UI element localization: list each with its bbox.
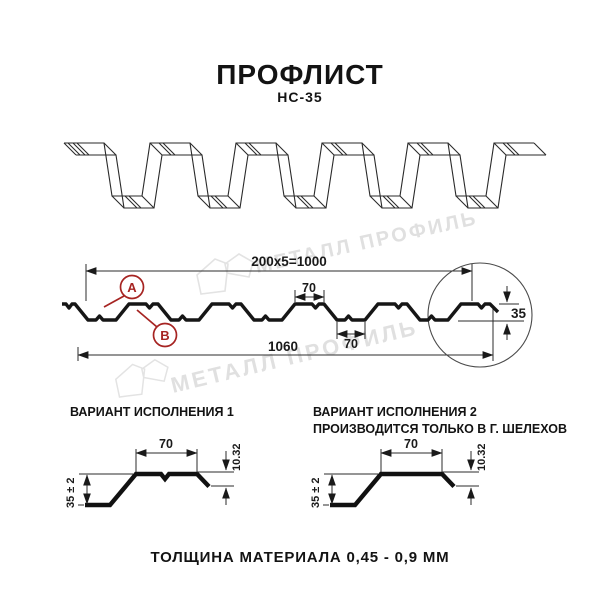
page-title: ПРОФЛИСТ <box>216 59 383 90</box>
callout-b-circle <box>152 322 178 348</box>
variant-2-profile-line <box>330 471 456 508</box>
callout-a-label: А <box>127 280 137 295</box>
variant-2-subtitle: ПРОИЗВОДИТСЯ ТОЛЬКО В Г. ШЕЛЕХОВ <box>313 422 567 436</box>
profile-cross-section-line <box>62 302 500 322</box>
dim-label-top-flange: 70 <box>302 281 316 295</box>
brand-text-watermark-2: МЕТАЛЛ ПРОФИЛЬ <box>168 314 420 397</box>
dim-label-variant1-height: 35 ± 2 <box>65 477 77 508</box>
dim-label-overall-width: 1060 <box>268 339 298 354</box>
brand-logo-watermark-1 <box>196 253 254 295</box>
variant-2-section: ВАРИАНТ ИСПОЛНЕНИЯ 2 ПРОИЗВОДИТСЯ ТОЛЬКО… <box>310 405 567 508</box>
dim-label-height: 35 <box>511 306 527 321</box>
dim-label-variant2-width: 70 <box>404 437 418 451</box>
dim-label-variant1-width: 70 <box>159 437 173 451</box>
dim-label-variant1-lip: 10.32 <box>231 443 243 471</box>
profile-model-subtitle: НС-35 <box>277 89 322 105</box>
variant-2-title: ВАРИАНТ ИСПОЛНЕНИЯ 2 <box>313 405 477 419</box>
callout-b-label: В <box>160 328 169 343</box>
callout-a-circle <box>119 274 145 300</box>
variant-1-section: ВАРИАНТ ИСПОЛНЕНИЯ 1 70 10.32 35 ± 2 <box>65 405 243 508</box>
callout-a-leader <box>103 295 125 308</box>
magnifier-circle <box>427 262 533 368</box>
sheet-3d-drawing <box>63 142 547 209</box>
variant-1-profile-line <box>85 471 211 508</box>
variant-1-title: ВАРИАНТ ИСПОЛНЕНИЯ 1 <box>70 405 234 419</box>
callout-b-leader <box>136 309 158 328</box>
cross-section-drawing: 200x5=1000 1060 70 70 35 А В <box>62 254 533 368</box>
dim-label-variant2-height: 35 ± 2 <box>310 477 322 508</box>
dim-label-bottom-flange: 70 <box>344 337 358 351</box>
brand-logo-watermark-2 <box>114 358 169 398</box>
material-thickness-note: ТОЛЩИНА МАТЕРИАЛА 0,45 - 0,9 ММ <box>151 549 450 566</box>
dim-label-pitch: 200x5=1000 <box>251 254 326 269</box>
dim-label-variant2-lip: 10.32 <box>476 443 488 471</box>
